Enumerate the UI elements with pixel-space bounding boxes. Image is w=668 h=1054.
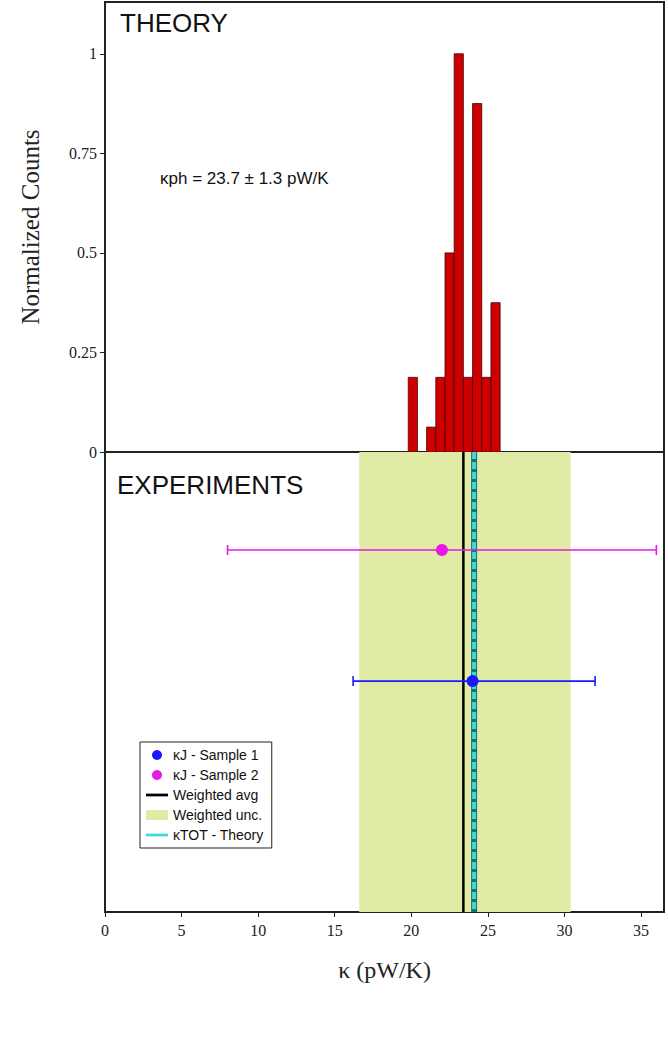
svg-text:1: 1 [89, 45, 97, 62]
svg-text:0: 0 [101, 922, 109, 939]
svg-text:Normalized Counts: Normalized Counts [17, 129, 44, 324]
svg-text:20: 20 [403, 922, 419, 939]
svg-text:0.5: 0.5 [77, 244, 97, 261]
svg-text:0.25: 0.25 [69, 344, 97, 361]
svg-text:EXPERIMENTS: EXPERIMENTS [117, 470, 303, 500]
svg-text:THEORY: THEORY [120, 8, 228, 38]
svg-text:κJ - Sample 2: κJ - Sample 2 [173, 767, 259, 783]
svg-text:Weighted unc.: Weighted unc. [173, 807, 262, 823]
svg-text:κ (pW/K): κ (pW/K) [338, 957, 431, 983]
svg-text:5: 5 [178, 922, 186, 939]
svg-text:κph = 23.7 ± 1.3 pW/K: κph = 23.7 ± 1.3 pW/K [160, 169, 329, 188]
svg-text:Weighted avg: Weighted avg [173, 787, 258, 803]
svg-text:10: 10 [250, 922, 266, 939]
svg-text:25: 25 [480, 922, 496, 939]
svg-text:0: 0 [89, 444, 97, 461]
svg-text:30: 30 [556, 922, 572, 939]
svg-text:κJ - Sample 1: κJ - Sample 1 [173, 747, 259, 763]
svg-text:15: 15 [327, 922, 343, 939]
svg-text:0.75: 0.75 [69, 145, 97, 162]
svg-text:κTOT - Theory: κTOT - Theory [173, 827, 263, 843]
svg-text:35: 35 [633, 922, 649, 939]
